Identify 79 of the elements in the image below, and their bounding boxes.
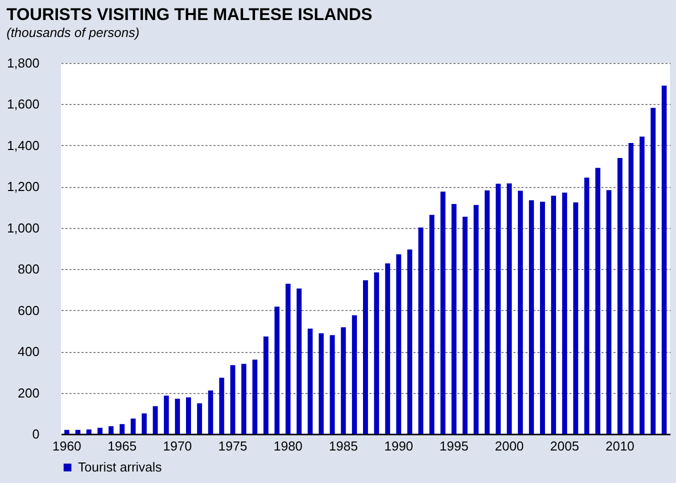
bar: [540, 202, 545, 434]
x-tick-label: 2005: [550, 438, 580, 454]
x-tick-label: 2000: [494, 438, 524, 454]
y-tick-label: 1,800: [6, 56, 40, 70]
bar: [528, 200, 534, 434]
x-tick-label: 1970: [162, 438, 192, 454]
bar: [595, 168, 600, 434]
bar: [662, 86, 667, 434]
bar: [363, 280, 368, 434]
bar: [230, 365, 236, 434]
bar: [617, 158, 622, 434]
bar: [352, 315, 357, 434]
bar: [208, 390, 214, 434]
bar: [452, 204, 456, 434]
legend-label: Tourist arrivals: [78, 460, 162, 474]
bar: [186, 397, 191, 434]
bar: [286, 284, 291, 434]
y-tick-label: 400: [18, 344, 40, 360]
bar: [174, 398, 180, 434]
x-tick-label: 1960: [52, 438, 82, 454]
x-tick-label: 1980: [274, 438, 303, 454]
bar: [562, 192, 568, 434]
chart-subtitle: (thousands of persons): [6, 25, 140, 40]
bar: [474, 205, 479, 434]
bar: [241, 364, 246, 434]
bar: [484, 190, 490, 434]
bar: [506, 183, 512, 434]
x-tick-label: 1995: [440, 438, 468, 454]
bar: [108, 426, 114, 434]
y-tick-label: 0: [32, 426, 40, 442]
bar: [340, 327, 346, 434]
y-tick-label: 1,000: [6, 220, 40, 236]
bar: [75, 430, 80, 434]
bar: [385, 263, 390, 434]
bar: [274, 306, 280, 434]
bar: [64, 430, 70, 434]
bar: [152, 406, 158, 434]
bar: [120, 424, 125, 434]
bar: [573, 202, 578, 434]
bar: [263, 336, 268, 434]
x-tick-label: 2010: [605, 438, 634, 454]
bar: [374, 272, 380, 434]
bar: [86, 429, 92, 434]
bar: [142, 413, 147, 434]
y-tick-label: 1,600: [6, 96, 40, 112]
bar: [252, 360, 258, 434]
bar: [429, 214, 434, 434]
bar: [407, 250, 412, 434]
bar: [197, 403, 202, 434]
x-tick-label: 1965: [108, 438, 137, 454]
bar: [650, 108, 656, 434]
bar: [551, 196, 556, 434]
bar: [518, 190, 523, 434]
bar: [606, 190, 612, 434]
bar: [628, 142, 634, 434]
y-tick-label: 200: [18, 385, 40, 400]
bar: [418, 227, 424, 434]
y-tick-label: 800: [18, 262, 40, 277]
y-tick-label: 1,400: [6, 138, 40, 153]
bar: [308, 328, 313, 434]
bar: [396, 254, 402, 434]
bar: [318, 333, 324, 434]
bar: [640, 136, 645, 434]
bar: [130, 418, 136, 434]
x-tick-label: 1990: [384, 438, 414, 454]
bar: [440, 192, 446, 434]
bar: [219, 378, 224, 434]
bar: [98, 428, 102, 434]
x-tick-label: 1975: [218, 438, 248, 454]
y-tick-label: 600: [18, 302, 40, 318]
bar: [496, 184, 501, 434]
bar: [296, 288, 302, 434]
bar: [330, 335, 335, 434]
chart-title: TOURISTS VISITING THE MALTESE ISLANDS: [6, 5, 372, 24]
bar: [462, 216, 468, 434]
bar: [164, 396, 169, 434]
x-tick-label: 1985: [328, 438, 358, 454]
y-tick-label: 1,200: [6, 179, 40, 194]
bar: [584, 178, 590, 434]
